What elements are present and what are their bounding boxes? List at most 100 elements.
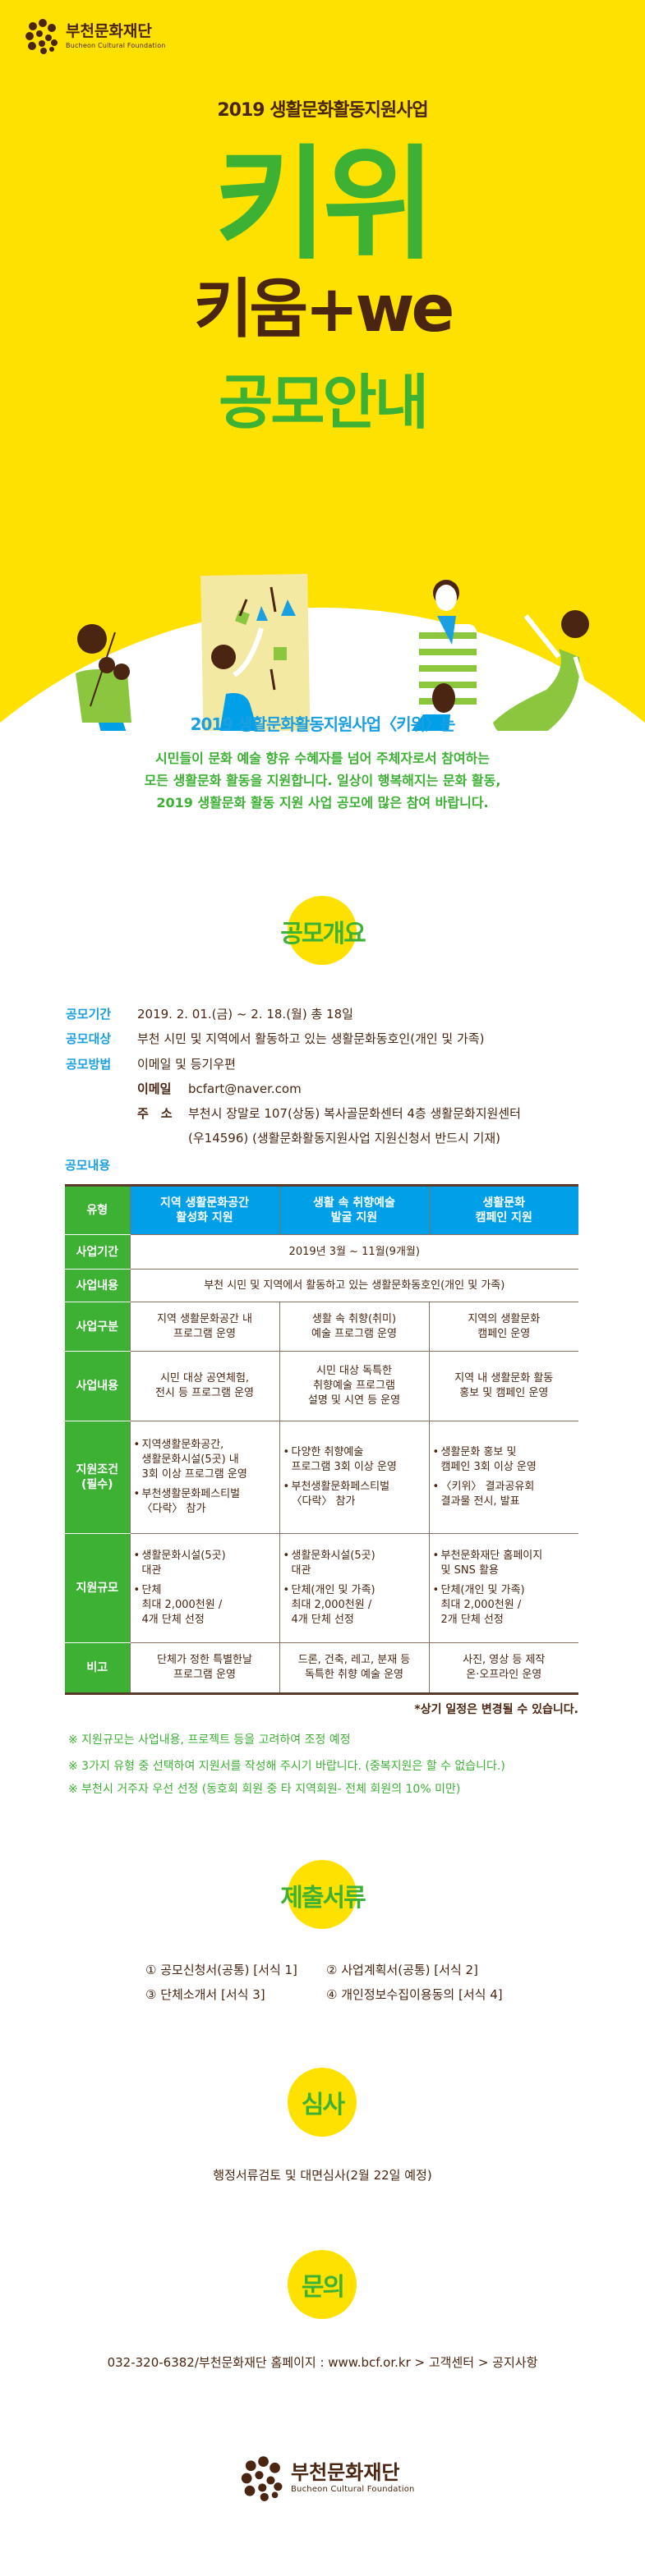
email-value[interactable]: bcfart@naver.com [188, 1081, 302, 1096]
bullet-item: 부천생활문화페스티벌 〈다락〉 참가 [283, 1480, 429, 1509]
bullet-list: 생활문화시설(5곳) 대관단체(개인 및 가족) 최대 2,000천원 / 4개 단체… [280, 1549, 429, 1628]
note-item: ※ 지원규모는 사업내용, 프로젝트 등을 고려하여 조정 예정 [68, 1733, 351, 1747]
footer-logo: 부천문화재단 Bucheon Cultural Foundation [238, 2455, 415, 2501]
logo-name-ko: 부천문화재단 [291, 2461, 400, 2484]
cell-line: 〈다락〉 참가 [291, 1495, 356, 1508]
cell-line: 프로그램 3회 이상 운영 [291, 1461, 397, 1473]
table-row: 사업내용 시민 대상 공연체험, 전시 등 프로그램 운영 시민 대상 독특한 취향예술… [65, 1351, 578, 1421]
bullet-item: 생활문화시설(5곳) 대관 [283, 1549, 429, 1578]
info-value: 부천 시민 및 지역에서 활동하고 있는 생활문화동호인(개인 및 가족) [137, 1031, 485, 1046]
cell-line: 지원규모 [76, 1582, 119, 1595]
cell-line: 지역의 생활문화 [468, 1312, 541, 1325]
cell-line: 단체(개인 및 가족) [291, 1584, 375, 1596]
row-label-cell: 사업구분 [65, 1302, 130, 1352]
row-label-cell: 비고 [65, 1642, 130, 1694]
cell-line: 시민 대상 독특한 [316, 1365, 392, 1377]
intro-line: 2019 생활문화 활동 지원 사업 공모에 많은 참여 바랍니다. [156, 795, 489, 810]
header-type-cell: 생활 속 취향예술 발굴 지원 [279, 1185, 429, 1235]
cell-line: 설명 및 시연 등 운영 [307, 1394, 401, 1407]
review-text: 행정서류검토 및 대면심사(2월 22일 예정) [213, 2168, 432, 2183]
cell-line: 프로그램 운영 [173, 1327, 236, 1340]
info-label: 공모대상 [66, 1031, 112, 1046]
bullet-list: 생활문화시설(5곳) 대관단체최대 2,000천원 / 4개 단체 선정 [131, 1549, 279, 1628]
cell-line: 결과물 전시, 발표 [440, 1495, 520, 1508]
row-label-cell: 사업내용 [65, 1351, 130, 1421]
contact-badge-circle [288, 2250, 357, 2319]
table-row: 사업내용 부천 시민 및 지역에서 활동하고 있는 생활문화동호인(개인 및 가족… [65, 1269, 578, 1302]
cell-line: 3회 이상 프로그램 운영 [141, 1468, 247, 1481]
bullet-item: 단체(개인 및 가족) 최대 2,000천원 / 4개 단체 선정 [283, 1583, 429, 1628]
table-cell: 드론, 건축, 레고, 분재 등 독특한 취향 예술 운영 [279, 1642, 429, 1694]
cell-line: 캠페인 지원 [475, 1211, 532, 1224]
cell-line: 지역 생활문화공간 내 [157, 1312, 252, 1325]
table-row: 지원규모생활문화시설(5곳)대관단체최대 2,000천원 /4개 단체 선정생활… [65, 1533, 579, 1643]
cell-line: 생활문화 홍보 및 [440, 1446, 517, 1458]
info-email: 이메일 bcfart@naver.com [137, 1081, 302, 1097]
cell-line: 지역생활문화공간, [141, 1439, 224, 1451]
row-span-cell: 2019년 3월 ~ 11월(9개월) [129, 1234, 578, 1270]
info-period: 공모기간 2019. 2. 01.(금) ~ 2. 18.(월) 총 18일 [66, 1006, 353, 1022]
cell-line: 4개 단체 선정 [141, 1614, 205, 1626]
table-row: 비고 단체가 정한 특별한날 프로그램 운영 드론, 건축, 레고, 분재 등 독특한 … [65, 1642, 578, 1694]
cell-line: 캠페인 운영 [477, 1327, 531, 1340]
cell-line: 단체 [141, 1584, 162, 1596]
cell-line: 및 SNS 활용 [440, 1564, 499, 1577]
table-header-row: 유형 지역 생활문화공간 활성화 지원 생활 속 취향예술 발굴 지원 생활문화 캠페인 지… [65, 1185, 578, 1235]
cell-line: 지역 생활문화공간 [160, 1196, 249, 1210]
cell-line: 독특한 취향 예술 운영 [304, 1669, 404, 1681]
cell-line: 생활 속 취향(취미) [311, 1312, 397, 1325]
header-logo: 부천문화재단 Bucheon Cultural Foundation [23, 18, 166, 54]
cell-line: 생활문화 [482, 1196, 526, 1210]
table-row: 사업기간 2019년 3월 ~ 11월(9개월) [65, 1234, 578, 1270]
intro-text: 시민들이 문화 예술 향유 수혜자를 넘어 주체자로서 참여하는 모든 생활문화… [0, 747, 645, 814]
cell-line: (필수) [81, 1478, 113, 1491]
bullet-list: 지역생활문화공간, 생활문화시설(5곳) 내 3회 이상 프로그램 운영부천생활문화… [131, 1438, 279, 1517]
review-badge-circle [288, 2068, 357, 2137]
cell-line: 생활문화시설(5곳) 내 [141, 1453, 239, 1466]
overview-badge-circle [288, 896, 357, 965]
bullet-item: 부천생활문화페스티벌 〈다락〉 참가 [134, 1487, 279, 1517]
row-label-cell: 사업내용 [65, 1269, 130, 1302]
table-cell: 시민 대상 독특한 취향예술 프로그램 설명 및 시연 등 운영 [279, 1351, 429, 1421]
logo-name-en: Bucheon Cultural Foundation [66, 41, 166, 49]
header-type-cell: 지역 생활문화공간 활성화 지원 [129, 1185, 279, 1235]
foundation-logo-icon [25, 19, 58, 54]
info-address: 주 소 부천시 장말로 107(상동) 복사골문화센터 4층 생활문화지원센터 [137, 1105, 521, 1122]
hero-title: 키위 [214, 134, 435, 277]
foundation-logo-icon [241, 2456, 283, 2501]
table-cell: 생활 속 취향(취미) 예술 프로그램 운영 [279, 1302, 429, 1352]
info-address-note: (우14596) (생활문화활동지원사업 지원신청서 반드시 기재) [188, 1130, 500, 1146]
cell-line: 비고 [86, 1661, 108, 1674]
cell-line: 생활문화시설(5곳) [141, 1550, 226, 1562]
dancer-figure [493, 610, 598, 731]
cell-line: 최대 2,000천원 / [291, 1599, 372, 1611]
content-label: 공모내용 [65, 1158, 111, 1173]
intro-line: 시민들이 문화 예술 향유 수혜자를 넘어 주체자로서 참여하는 [155, 751, 490, 766]
cell-line: 사업구분 [76, 1320, 119, 1334]
cell-line: 지원조건 [76, 1463, 119, 1476]
hero-title-expansion: 키움+we [193, 273, 455, 347]
logo-name-en: Bucheon Cultural Foundation [291, 2485, 415, 2494]
info-target: 공모대상 부천 시민 및 지역에서 활동하고 있는 생활문화동호인(개인 및 가족… [66, 1031, 484, 1047]
contact-text: 032-320-6382/부천문화재단 홈페이지 : www.bcf.or.kr… [107, 2355, 538, 2370]
cell-line: 〈다락〉 참가 [141, 1503, 206, 1515]
table-cell: 사진, 영상 등 제작 온·오프라인 운영 [428, 1642, 578, 1694]
bullet-item: 지역생활문화공간, 생활문화시설(5곳) 내 3회 이상 프로그램 운영 [134, 1438, 279, 1482]
cell-line: 시민 대상 공연체험, [159, 1372, 250, 1384]
cell-line: 사진, 영상 등 제작 [463, 1654, 546, 1666]
cell-line: 홍보 및 캠페인 운영 [459, 1387, 549, 1399]
cell-line: 생활 속 취향예술 [313, 1196, 395, 1210]
logo-name-ko: 부천문화재단 [66, 21, 152, 40]
row-label-cell: 지원규모 [65, 1533, 130, 1643]
review-badge: 심사 [301, 2091, 345, 2119]
cell-line: 4개 단체 선정 [291, 1614, 354, 1626]
bullet-item: 단체(개인 및 가족) 최대 2,000천원 / 2개 단체 선정 [433, 1583, 579, 1628]
cell-line: 최대 2,000천원 / [440, 1599, 522, 1611]
cell-line: 〈키위〉 결과공유회 [440, 1481, 535, 1493]
